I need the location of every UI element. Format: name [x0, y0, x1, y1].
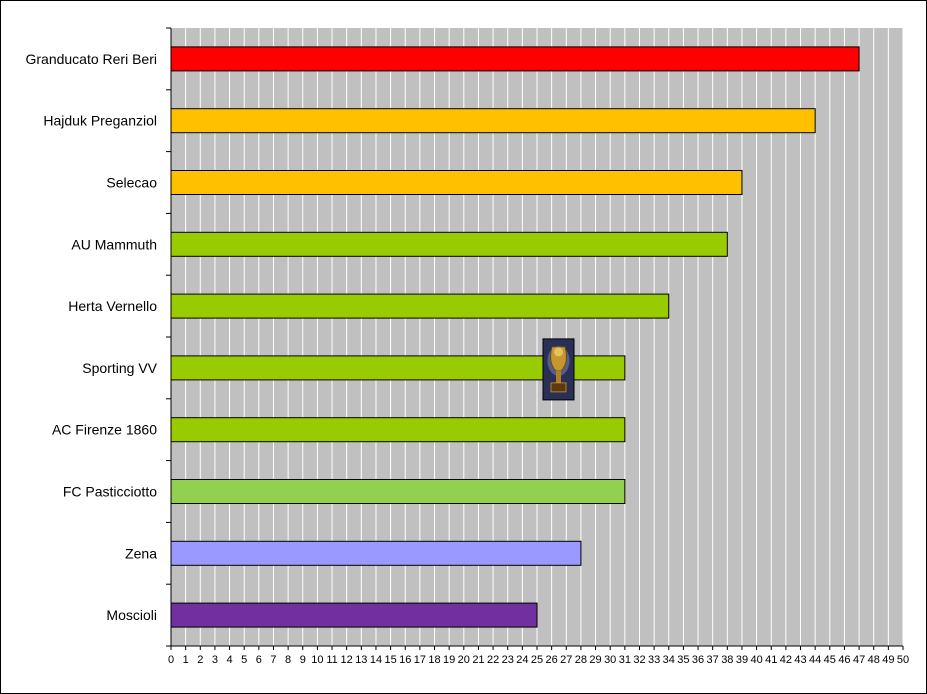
x-tick-label: 0	[168, 654, 174, 666]
x-tick-label: 42	[780, 654, 792, 666]
x-tick-label: 10	[311, 654, 323, 666]
x-tick-label: 33	[648, 654, 660, 666]
bars	[170, 46, 860, 628]
x-tick-label: 22	[487, 654, 499, 666]
annotations	[542, 338, 575, 401]
x-tick-label: 8	[285, 654, 291, 666]
x-tick-label: 12	[341, 654, 353, 666]
bar	[170, 293, 670, 319]
category-label: Selecao	[106, 175, 157, 191]
x-tick-label: 19	[443, 654, 455, 666]
x-tick-label: 13	[355, 654, 367, 666]
x-tick-label: 20	[458, 654, 470, 666]
category-label: AC Firenze 1860	[52, 422, 157, 438]
trophy-icon-globe	[554, 347, 563, 357]
x-tick-label: 40	[750, 654, 762, 666]
category-label: Hajduk Preganziol	[43, 113, 157, 129]
trophy-icon	[542, 338, 575, 401]
x-tick-label: 4	[226, 654, 232, 666]
x-tick-label: 44	[809, 654, 821, 666]
x-tick-label: 37	[707, 654, 719, 666]
x-tick-label: 27	[560, 654, 572, 666]
x-tick-label: 14	[370, 654, 382, 666]
trophy-icon-stem	[556, 370, 561, 383]
bar	[170, 108, 816, 134]
bar	[170, 602, 538, 628]
x-tick-label: 16	[399, 654, 411, 666]
axes: Granducato Reri Beri Hajduk Preganziol Sel…	[25, 27, 909, 666]
x-tick-label: 11	[326, 654, 337, 666]
x-tick-label: 17	[414, 654, 426, 666]
x-tick-label: 26	[546, 654, 558, 666]
x-tick-label: 32	[633, 654, 645, 666]
category-label: Sporting VV	[82, 360, 157, 376]
x-tick-label: 45	[824, 654, 836, 666]
x-tick-label: 7	[270, 654, 276, 666]
x-tick-label: 18	[428, 654, 440, 666]
x-tick-label: 21	[472, 654, 484, 666]
x-tick-label: 39	[736, 654, 748, 666]
x-tick-label: 34	[663, 654, 675, 666]
x-tick-label: 30	[604, 654, 616, 666]
x-tick-label: 6	[256, 654, 262, 666]
x-tick-label: 36	[692, 654, 704, 666]
x-tick-label: 28	[575, 654, 587, 666]
x-tick-label: 15	[384, 654, 396, 666]
category-label: Herta Vernello	[68, 298, 157, 314]
x-tick-label: 9	[300, 654, 306, 666]
bar	[170, 540, 582, 566]
x-tick-label: 3	[212, 654, 218, 666]
x-tick-label: 1	[183, 654, 189, 666]
x-tick-label: 46	[838, 654, 850, 666]
x-tick-label: 5	[241, 654, 247, 666]
x-tick-label: 38	[721, 654, 733, 666]
bar	[170, 417, 626, 443]
category-label: AU Mammuth	[71, 236, 157, 252]
x-tick-label: 23	[502, 654, 514, 666]
category-label: FC Pasticciotto	[63, 484, 157, 500]
x-tick-label: 2	[197, 654, 203, 666]
category-label: Zena	[125, 545, 157, 561]
x-tick-label: 25	[531, 654, 543, 666]
x-tick-label: 49	[882, 654, 894, 666]
x-tick-label: 48	[868, 654, 880, 666]
x-tick-label: 24	[516, 654, 528, 666]
x-tick-label: 41	[765, 654, 777, 666]
bar	[170, 46, 860, 72]
x-tick-label: 35	[677, 654, 689, 666]
bar	[170, 170, 743, 195]
category-label: Granducato Reri Beri	[25, 51, 157, 67]
trophy-icon-base	[550, 382, 567, 393]
x-tick-label: 50	[897, 654, 909, 666]
x-tick-label: 43	[794, 654, 806, 666]
category-label: Moscioli	[106, 607, 157, 623]
bar	[170, 479, 626, 504]
bar	[170, 231, 728, 257]
x-tick-label: 47	[853, 654, 865, 666]
x-tick-label: 29	[589, 654, 601, 666]
x-tick-label: 31	[619, 654, 631, 666]
